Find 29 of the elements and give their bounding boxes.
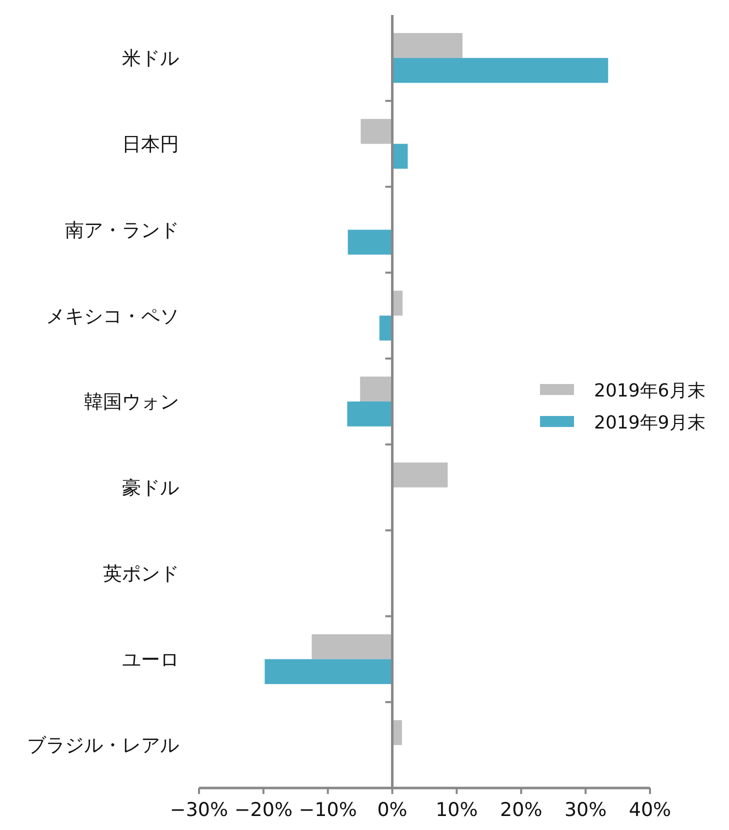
bar [347, 402, 392, 426]
x-tick-label: −30% [170, 799, 228, 821]
bar [264, 659, 392, 684]
legend-label: 2019年6月末 [594, 380, 706, 402]
legend-label: 2019年9月末 [594, 412, 706, 434]
bar [360, 376, 392, 402]
y-tick-label: 米ドル [122, 48, 179, 70]
bar [360, 118, 392, 144]
y-tick-label: 日本円 [122, 133, 179, 156]
bar [312, 634, 392, 660]
x-tick-label: 30% [564, 799, 607, 821]
bar [348, 230, 392, 255]
x-tick-label: 40% [628, 799, 672, 821]
y-tick-label: ユーロ [122, 648, 179, 671]
x-tick-label: −20% [234, 799, 293, 821]
y-tick-label: ブラジル・レアル [27, 734, 179, 757]
x-tick-label: 20% [500, 799, 542, 821]
y-tick-label: 豪ドル [122, 477, 179, 500]
bar [392, 33, 463, 58]
y-tick-label: 英ポンド [103, 562, 179, 585]
y-tick-label: メキシコ・ペソ [46, 305, 179, 328]
x-tick-label: 0% [377, 799, 408, 821]
x-tick-label: −10% [298, 799, 357, 821]
bar [392, 58, 608, 83]
y-tick-label: 韓国ウォン [84, 391, 179, 414]
y-tick-label: 南ア・ランド [65, 219, 179, 242]
bar [392, 462, 448, 488]
x-tick-label: 10% [436, 799, 478, 821]
bar [379, 316, 392, 341]
